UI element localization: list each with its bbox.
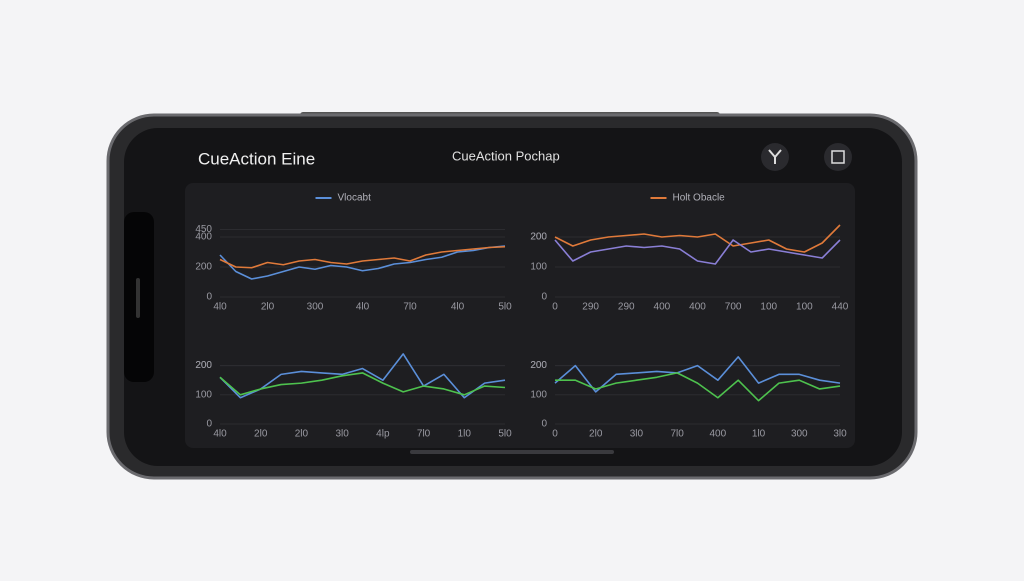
y-tick-label: 100	[195, 389, 212, 400]
x-tick-label: 290	[582, 302, 599, 313]
x-tick-label: 400	[710, 429, 727, 440]
x-tick-label: 1l0	[458, 429, 472, 440]
series-line	[555, 372, 841, 402]
x-tick-label: 7l0	[403, 302, 417, 313]
x-tick-label: 400	[689, 302, 706, 313]
series-line	[554, 239, 841, 265]
series-line	[554, 356, 841, 393]
x-tick-label: 4l0	[213, 429, 227, 440]
x-tick-label: 100	[796, 302, 813, 313]
x-tick-label: 1l0	[752, 429, 766, 440]
icon-button[interactable]	[824, 143, 852, 171]
x-tick-label: 4lp	[376, 429, 390, 440]
icon	[768, 149, 782, 164]
y-tick-label: 200	[195, 360, 212, 371]
x-tick-label: 290	[618, 302, 635, 313]
y-tick-label: 200	[530, 360, 547, 371]
x-tick-label: 2l0	[254, 429, 268, 440]
y-tick-label: 200	[530, 360, 547, 371]
app-subtitle: CueAction Pochap	[452, 148, 560, 163]
y-tick-label: 100	[530, 389, 547, 400]
x-tick-label: 0	[552, 302, 558, 313]
x-tick-label: 440	[832, 302, 849, 313]
icon	[831, 150, 845, 164]
legend-label: Vlocabt	[338, 193, 372, 204]
panel	[185, 183, 855, 448]
x-tick-label: 4l0	[356, 302, 370, 313]
x-tick-label: 5l0	[498, 302, 512, 313]
home-indicator	[410, 450, 614, 454]
x-tick-label: 4l0	[451, 302, 465, 313]
speaker	[136, 278, 140, 318]
series-line	[219, 245, 506, 269]
x-tick-label: 7l0	[670, 429, 684, 440]
y-tick-label: 450	[195, 224, 212, 235]
x-tick-label: 5l0	[498, 429, 512, 440]
x-tick-label: 3l0	[630, 429, 644, 440]
y-tick-label: 100	[530, 262, 547, 273]
series-line	[219, 372, 506, 396]
y-tick-label: 0	[541, 419, 547, 430]
x-tick-label: 2l0	[589, 429, 603, 440]
x-tick-label: 3l0	[833, 429, 847, 440]
legend-label: Holt Obacle	[673, 193, 726, 204]
x-tick-label: 3l0	[335, 429, 349, 440]
x-tick-label: 2l0	[261, 302, 275, 313]
y-tick-label: 0	[541, 292, 547, 303]
x-tick-label: 300	[307, 302, 324, 313]
x-tick-label: 400	[654, 302, 671, 313]
x-tick-label: 7l0	[417, 429, 431, 440]
series-line	[219, 353, 506, 399]
series-line	[219, 245, 506, 280]
y-tick-label: 400	[195, 232, 212, 243]
y-tick-label: 200	[195, 262, 212, 273]
x-tick-label: 300	[791, 429, 808, 440]
x-tick-label: 2l0	[295, 429, 309, 440]
app-title: CueAction Eine	[198, 149, 315, 168]
y-tick-label: 0	[206, 292, 212, 303]
x-tick-label: 100	[760, 302, 777, 313]
y-tick-label: 200	[530, 232, 547, 243]
x-tick-label: 700	[725, 302, 742, 313]
y-tick-label: 0	[206, 419, 212, 430]
y-tick-label: 200	[530, 232, 547, 243]
x-tick-label: 4l0	[213, 302, 227, 313]
y-tick-label: 200	[195, 360, 212, 371]
x-tick-label: 0	[552, 429, 558, 440]
series-line	[554, 224, 841, 253]
